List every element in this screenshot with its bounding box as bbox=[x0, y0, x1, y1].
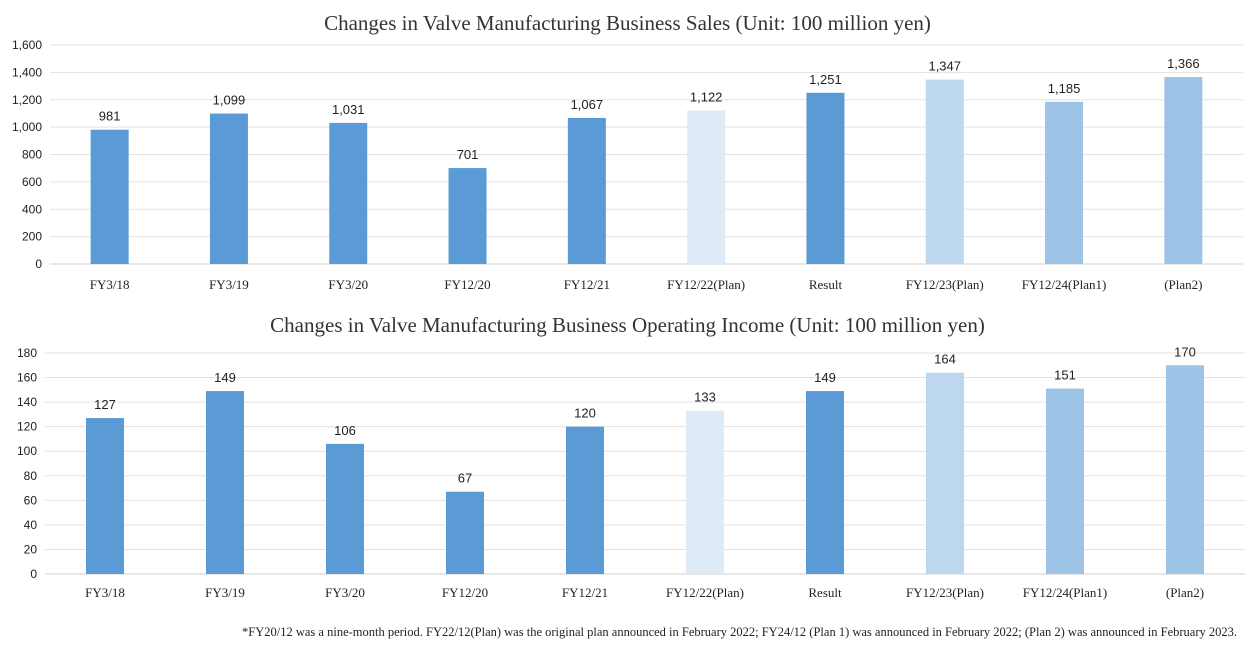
footnote: *FY20/12 was a nine-month period. FY22/1… bbox=[242, 625, 1237, 639]
income-bar bbox=[1166, 365, 1204, 574]
income-bar bbox=[566, 426, 604, 574]
income-bar bbox=[86, 418, 124, 574]
income-category-label: FY3/20 bbox=[325, 585, 365, 600]
sales-bar bbox=[1164, 77, 1203, 264]
income-data-label: 149 bbox=[814, 370, 836, 385]
sales-ytick-label: 600 bbox=[22, 175, 42, 189]
sales-bar bbox=[1045, 101, 1084, 264]
sales-bar bbox=[806, 92, 845, 264]
sales-data-label: 1,347 bbox=[928, 59, 961, 74]
income-category-label: FY12/22(Plan) bbox=[666, 585, 744, 600]
sales-bar bbox=[90, 129, 129, 264]
income-ytick-label: 40 bbox=[24, 518, 38, 532]
income-category-label: FY12/21 bbox=[562, 585, 608, 600]
sales-data-label: 1,031 bbox=[332, 102, 365, 117]
sales-category-label: FY12/21 bbox=[564, 277, 610, 292]
sales-data-label: 1,366 bbox=[1167, 56, 1200, 71]
income-ytick-label: 120 bbox=[17, 420, 37, 434]
income-chart-title: Changes in Valve Manufacturing Business … bbox=[270, 313, 985, 337]
sales-category-label: FY12/20 bbox=[444, 277, 490, 292]
sales-bar bbox=[687, 110, 726, 265]
sales-data-label: 1,251 bbox=[809, 72, 842, 87]
sales-ytick-label: 1,600 bbox=[12, 38, 42, 52]
sales-bar-chart: 0 200 400 600 800 1,000 1,200 1,400 1,600 981 FY3/… bbox=[12, 38, 1243, 292]
sales-ytick-label: 0 bbox=[35, 257, 42, 271]
sales-bar bbox=[329, 122, 368, 265]
income-bar bbox=[446, 491, 484, 574]
income-ytick-label: 60 bbox=[24, 493, 38, 507]
sales-data-label: 1,185 bbox=[1048, 81, 1081, 96]
income-data-label: 170 bbox=[1174, 344, 1196, 359]
income-data-label: 164 bbox=[934, 352, 956, 367]
income-data-label: 149 bbox=[214, 370, 236, 385]
income-category-label: FY12/24(Plan1) bbox=[1023, 585, 1108, 600]
sales-category-label: (Plan2) bbox=[1164, 277, 1202, 292]
income-data-label: 151 bbox=[1054, 368, 1076, 383]
sales-category-label: FY12/22(Plan) bbox=[667, 277, 745, 292]
sales-ytick-label: 200 bbox=[22, 230, 42, 244]
sales-ytick-label: 1,400 bbox=[12, 65, 42, 79]
income-category-label: FY3/18 bbox=[85, 585, 125, 600]
income-bar bbox=[686, 410, 724, 574]
income-category-label: FY12/20 bbox=[442, 585, 488, 600]
sales-ytick-label: 1,200 bbox=[12, 93, 42, 107]
income-category-label: Result bbox=[808, 585, 842, 600]
income-ytick-label: 140 bbox=[17, 395, 37, 409]
income-category-label: (Plan2) bbox=[1166, 585, 1204, 600]
income-bar bbox=[806, 391, 844, 574]
income-ytick-label: 100 bbox=[17, 444, 37, 458]
income-ytick-label: 80 bbox=[24, 469, 38, 483]
sales-data-label: 701 bbox=[457, 147, 479, 162]
income-data-label: 120 bbox=[574, 406, 596, 421]
sales-data-label: 1,122 bbox=[690, 89, 723, 104]
sales-category-label: FY3/18 bbox=[90, 277, 130, 292]
income-data-label: 67 bbox=[458, 471, 472, 486]
sales-ytick-label: 800 bbox=[22, 148, 42, 162]
income-category-label: FY3/19 bbox=[205, 585, 245, 600]
income-bar bbox=[1046, 388, 1084, 574]
income-bar bbox=[326, 443, 364, 574]
sales-category-label: FY12/23(Plan) bbox=[906, 277, 984, 292]
sales-bar bbox=[925, 79, 964, 265]
income-data-label: 106 bbox=[334, 423, 356, 438]
income-data-label: 133 bbox=[694, 390, 716, 405]
sales-data-label: 1,067 bbox=[571, 97, 604, 112]
sales-ytick-label: 400 bbox=[22, 202, 42, 216]
sales-data-label: 1,099 bbox=[213, 93, 246, 108]
sales-chart-title: Changes in Valve Manufacturing Business … bbox=[324, 11, 931, 35]
income-ytick-label: 160 bbox=[17, 371, 37, 385]
income-bar bbox=[206, 391, 244, 574]
income-bar bbox=[926, 372, 964, 574]
sales-bar bbox=[209, 113, 248, 264]
income-ytick-label: 180 bbox=[17, 346, 37, 360]
sales-bar bbox=[448, 168, 487, 264]
income-ytick-label: 20 bbox=[24, 542, 38, 556]
sales-bar bbox=[567, 117, 606, 264]
income-ytick-label: 0 bbox=[30, 567, 37, 581]
sales-category-label: FY3/20 bbox=[328, 277, 368, 292]
sales-category-label: Result bbox=[809, 277, 843, 292]
sales-category-label: FY3/19 bbox=[209, 277, 249, 292]
sales-data-label: 981 bbox=[99, 109, 121, 124]
income-data-label: 127 bbox=[94, 397, 116, 412]
income-category-label: FY12/23(Plan) bbox=[906, 585, 984, 600]
sales-ytick-label: 1,000 bbox=[12, 120, 42, 134]
sales-category-label: FY12/24(Plan1) bbox=[1022, 277, 1107, 292]
